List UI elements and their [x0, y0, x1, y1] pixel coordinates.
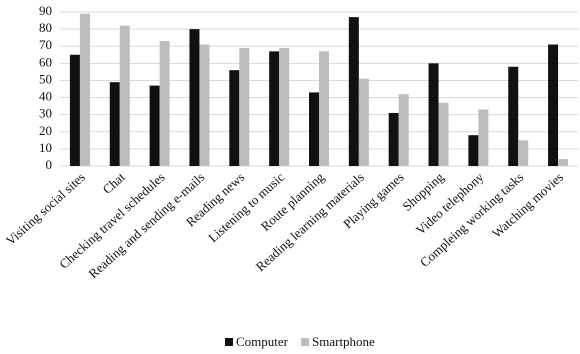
- bar: [79, 13, 90, 167]
- y-tick-label: 50: [39, 71, 52, 86]
- x-tick-label: Watching movies: [489, 169, 566, 241]
- bar: [388, 112, 399, 166]
- bar: [468, 135, 479, 166]
- bar: [558, 159, 569, 166]
- y-tick-label: 60: [39, 54, 52, 69]
- bar: [199, 44, 210, 167]
- bar: [438, 102, 449, 166]
- x-tick-label: Video telephony: [413, 169, 487, 238]
- bar: [319, 51, 329, 166]
- y-tick-label: 70: [39, 37, 52, 52]
- bar: [109, 82, 120, 166]
- y-tick-label: 0: [46, 157, 53, 172]
- y-tick-label: 30: [39, 106, 52, 121]
- bar: [149, 85, 160, 166]
- bar: [159, 41, 170, 166]
- bar: [508, 66, 519, 166]
- bar: [229, 70, 240, 166]
- bar: [279, 47, 290, 166]
- bar: [398, 94, 409, 166]
- y-tick-label: 80: [39, 20, 52, 35]
- legend-label: Computer: [236, 334, 289, 349]
- x-tick-label: Visiting social sites: [3, 169, 88, 248]
- y-tick-label: 10: [39, 140, 52, 155]
- bar: [119, 25, 130, 166]
- bar: [309, 92, 319, 166]
- x-tick-label: Chat: [99, 169, 128, 197]
- bar: [478, 109, 489, 166]
- bar: [239, 47, 250, 166]
- legend-label: Smartphone: [312, 334, 375, 349]
- bar: [69, 54, 80, 166]
- bar: [189, 29, 200, 166]
- bar: [428, 63, 439, 167]
- y-tick-label: 90: [39, 3, 52, 18]
- bar: [518, 140, 529, 166]
- bar: [269, 51, 280, 166]
- y-tick-label: 20: [39, 123, 52, 138]
- legend-swatch: [301, 338, 309, 346]
- y-tick-label: 40: [39, 89, 52, 104]
- bar: [348, 17, 359, 167]
- legend-swatch: [225, 338, 233, 346]
- bar: [358, 78, 369, 166]
- bar: [548, 44, 559, 167]
